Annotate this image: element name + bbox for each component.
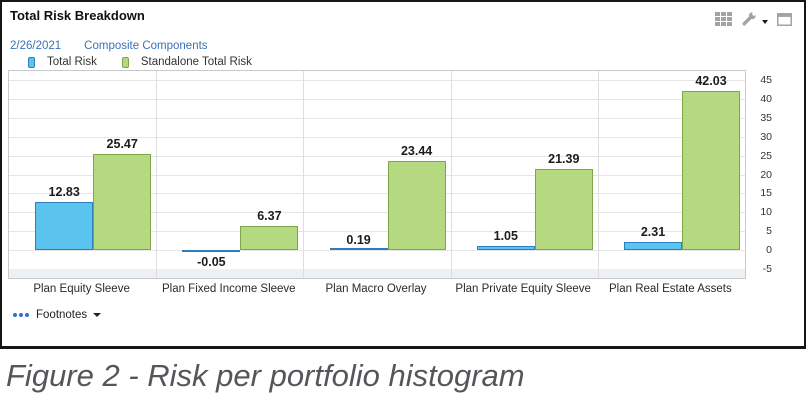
y-axis: 45 40 35 30 25 20 15 10 5 0 -5 (746, 71, 778, 278)
gridline (9, 155, 745, 157)
bar-total-risk-plan-macro-overlay[interactable] (329, 248, 388, 251)
gridline (9, 79, 745, 81)
bar-standalone-total-risk-plan-macro-overlay[interactable] (387, 161, 446, 251)
chart-legend: Total Risk Standalone Total Risk (28, 56, 252, 68)
value-label-standalone-total-risk-plan-fixed-income-sleeve: 6.37 (257, 209, 282, 224)
figure-caption: Figure 2 - Risk per portfolio histogram (6, 358, 525, 393)
gridline (9, 174, 745, 176)
y-axis-tick-label: 35 (760, 111, 772, 124)
bar-standalone-total-risk-plan-equity-sleeve[interactable] (93, 153, 152, 251)
legend-item-total-risk[interactable]: Total Risk (28, 56, 97, 68)
legend-label: Total Risk (47, 56, 97, 68)
value-label-total-risk-plan-real-estate-assets: 2.31 (640, 224, 666, 239)
y-axis-tick-label: 15 (760, 187, 772, 200)
widget-subheader: 2/26/2021 Composite Components (10, 40, 208, 52)
plot-area: 12.83 25.47 -0.05 6.37 0.19 23.44 1.05 21.39 2.3… (8, 70, 746, 279)
widget-title: Total Risk Breakdown (10, 8, 145, 23)
as-of-date[interactable]: 2/26/2021 (10, 40, 62, 52)
legend-item-standalone-total-risk[interactable]: Standalone Total Risk (121, 56, 252, 68)
category-separator (156, 71, 158, 278)
gridline (9, 212, 745, 214)
wrench-icon (741, 9, 758, 32)
bar-standalone-total-risk-plan-fixed-income-sleeve[interactable] (240, 226, 299, 251)
value-label-total-risk-plan-equity-sleeve: 12.83 (48, 184, 80, 199)
x-axis-label-plan-macro-overlay: Plan Macro Overlay (325, 283, 427, 295)
gridline (9, 117, 745, 119)
window-icon (777, 12, 792, 31)
axis-bottom-band (9, 269, 745, 278)
bar-total-risk-plan-fixed-income-sleeve[interactable] (182, 250, 241, 253)
gridline (9, 136, 745, 138)
value-label-standalone-total-risk-plan-equity-sleeve: 25.47 (106, 136, 138, 151)
bar-total-risk-plan-private-equity-sleeve[interactable] (476, 246, 535, 251)
bar-standalone-total-risk-plan-real-estate-assets[interactable] (682, 90, 740, 251)
gridline (9, 98, 745, 100)
settings-dropdown-arrow-icon (762, 19, 768, 24)
legend-marker-icon (28, 56, 35, 68)
y-axis-tick-label: 20 (760, 168, 772, 181)
composite-components-link[interactable]: Composite Components (84, 40, 208, 52)
footnotes-label: Footnotes (36, 309, 88, 321)
category-separator (450, 71, 452, 278)
footnotes-toggle[interactable]: Footnotes (13, 309, 102, 321)
value-label-standalone-total-risk-plan-private-equity-sleeve: 21.39 (548, 152, 580, 167)
value-label-standalone-total-risk-plan-macro-overlay: 23.44 (400, 144, 433, 159)
value-label-total-risk-plan-fixed-income-sleeve: -0.05 (197, 255, 226, 270)
risk-breakdown-widget: Total Risk Breakdown (0, 0, 806, 349)
y-axis-tick-label: 0 (766, 244, 772, 257)
legend-label: Standalone Total Risk (140, 56, 252, 68)
gridline (9, 193, 745, 195)
footnotes-dropdown-arrow-icon (93, 313, 102, 317)
x-axis-label-plan-real-estate-assets: Plan Real Estate Assets (609, 283, 732, 295)
x-axis-label-plan-private-equity-sleeve: Plan Private Equity Sleeve (455, 283, 591, 295)
value-label-standalone-total-risk-plan-real-estate-assets: 42.03 (695, 73, 727, 88)
x-axis: Plan Equity Sleeve Plan Fixed Income Slee… (8, 283, 744, 298)
y-axis-tick-label: 25 (760, 149, 772, 162)
table-view-button[interactable] (715, 11, 732, 32)
x-axis-label-plan-equity-sleeve: Plan Equity Sleeve (33, 283, 130, 295)
y-axis-tick-label: 45 (760, 73, 772, 86)
widget-toolbar (715, 9, 792, 32)
x-axis-label-plan-fixed-income-sleeve: Plan Fixed Income Sleeve (161, 283, 296, 295)
value-label-total-risk-plan-private-equity-sleeve: 1.05 (493, 229, 518, 244)
value-label-total-risk-plan-macro-overlay: 0.19 (346, 232, 371, 247)
y-axis-tick-label: 30 (760, 130, 772, 143)
settings-menu-button[interactable] (741, 9, 768, 32)
category-separator (303, 71, 305, 278)
y-axis-tick-label: 10 (760, 206, 772, 219)
category-separator (597, 71, 599, 278)
gridline (9, 250, 745, 252)
bar-total-risk-plan-equity-sleeve[interactable] (35, 201, 94, 251)
bar-standalone-total-risk-plan-private-equity-sleeve[interactable] (534, 169, 593, 251)
y-axis-tick-label: 40 (760, 92, 772, 105)
y-axis-tick-label: 5 (766, 225, 772, 238)
table-grid-icon (715, 11, 732, 32)
bar-total-risk-plan-real-estate-assets[interactable] (624, 241, 682, 251)
maximize-window-button[interactable] (777, 12, 792, 31)
gridline (9, 231, 745, 233)
y-axis-tick-label: -5 (762, 263, 772, 276)
legend-marker-icon (121, 56, 129, 68)
footnotes-dots-icon (13, 313, 29, 317)
